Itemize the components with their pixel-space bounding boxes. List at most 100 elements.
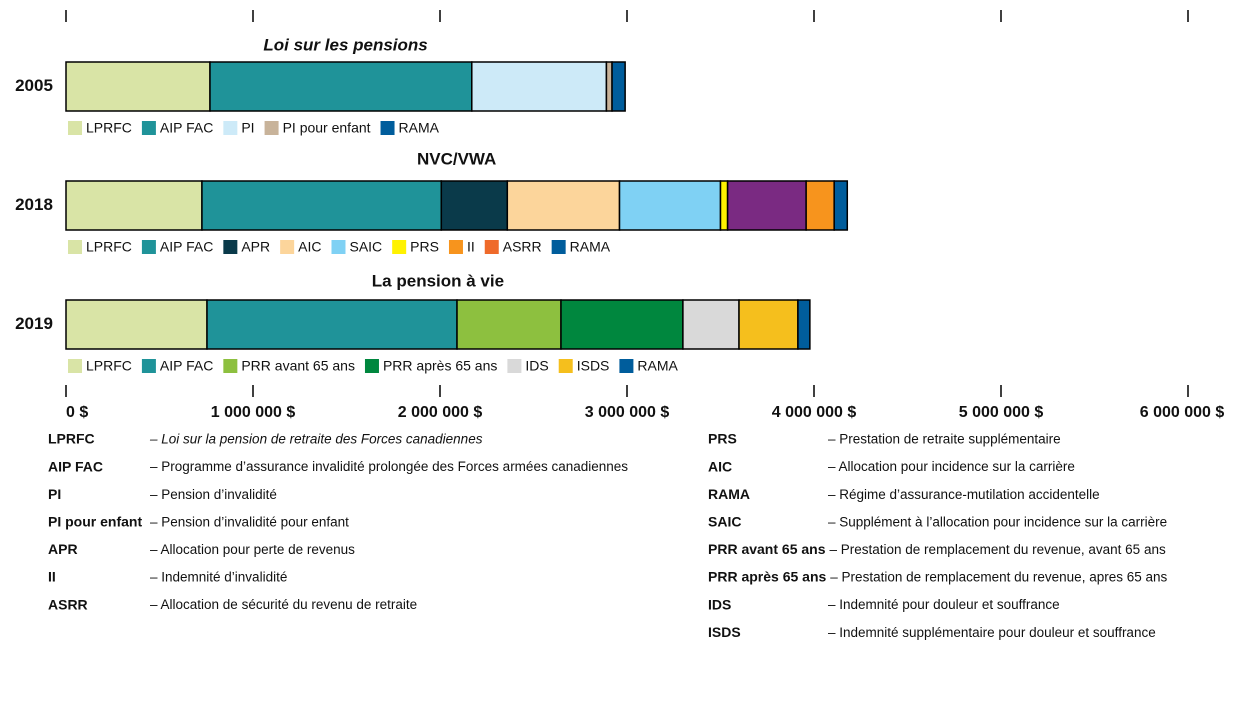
legend-label: PRR après 65 ans — [383, 358, 497, 374]
bar-segment — [471, 61, 608, 112]
glossary-term: APR — [48, 541, 78, 557]
bar-segment — [65, 180, 203, 231]
glossary-term: SAIC — [708, 514, 741, 530]
bar-segment — [611, 61, 626, 112]
bar-segment — [833, 180, 849, 231]
x-tick-label: 3 000 000 $ — [585, 404, 670, 421]
bar-segment — [65, 61, 211, 112]
legend-swatch — [380, 121, 395, 135]
legend-swatch — [68, 359, 82, 373]
bar-segment — [682, 299, 740, 350]
legend-label: ASRR — [503, 239, 542, 255]
legend-swatch — [558, 359, 573, 373]
legend-label: RAMA — [637, 358, 678, 374]
legend-swatch — [280, 240, 295, 254]
legend-label: IDS — [525, 358, 548, 374]
glossary-definition: – Indemnité d’invalidité — [150, 570, 287, 585]
glossary-term: PI pour enfant — [48, 514, 142, 530]
legend-swatch — [507, 359, 522, 373]
legend-swatch — [392, 240, 407, 254]
year-label: 2019 — [15, 314, 53, 333]
glossary-definition: – Supplément à l’allocation pour inciden… — [828, 514, 1167, 529]
glossary-term: ISDS — [708, 624, 741, 640]
glossary-definition: – Indemnité supplémentaire pour douleur … — [828, 625, 1156, 640]
legend-label: PRS — [410, 239, 439, 255]
x-tick-label: 0 $ — [66, 404, 88, 421]
bar-segment — [738, 299, 799, 350]
legend-label: LPRFC — [86, 239, 132, 255]
bar-segment — [719, 180, 729, 231]
legend-label: AIP FAC — [160, 239, 213, 255]
chart-title: NVC/VWA — [417, 149, 496, 168]
glossary-definition: – Allocation pour incidence sur la carri… — [828, 459, 1075, 474]
year-label: 2005 — [15, 76, 53, 95]
bar-segment — [805, 180, 835, 231]
bar-segment — [726, 180, 807, 231]
legend-label: APR — [241, 239, 270, 255]
legend-label: PRR avant 65 ans — [241, 358, 355, 374]
bar-segment — [206, 299, 458, 350]
year-label: 2018 — [15, 195, 53, 214]
legend-swatch — [68, 121, 82, 135]
glossary-definition: – Prestation de remplacement du revenue,… — [830, 542, 1166, 557]
x-tick-label: 5 000 000 $ — [959, 404, 1044, 421]
legend-swatch — [223, 121, 238, 135]
legend-swatch — [264, 121, 279, 135]
legend-swatch — [331, 240, 346, 254]
glossary-term: II — [48, 569, 56, 585]
legend-label: RAMA — [570, 239, 611, 255]
glossary-term: AIP FAC — [48, 458, 103, 474]
glossary-term: AIC — [708, 458, 732, 474]
x-tick-label: 1 000 000 $ — [211, 404, 296, 421]
legend-label: PI — [241, 120, 254, 136]
legend-label: SAIC — [349, 239, 382, 255]
legend-swatch — [364, 359, 379, 373]
bar-segment — [209, 61, 473, 112]
glossary-definition: – Indemnité pour douleur et souffrance — [828, 597, 1060, 612]
bar-segment — [797, 299, 811, 350]
legend-swatch — [141, 121, 156, 135]
glossary-term: RAMA — [708, 486, 750, 502]
legend-swatch — [141, 240, 156, 254]
glossary-definition: – Programme d’assurance invalidité prolo… — [150, 459, 628, 474]
glossary-term: PRS — [708, 431, 737, 447]
legend-swatch — [223, 359, 238, 373]
x-tick-label: 2 000 000 $ — [398, 404, 483, 421]
glossary-definition: – Loi sur la pension de retraite des For… — [149, 432, 483, 447]
legend-swatch — [223, 240, 238, 254]
legend-label: LPRFC — [86, 358, 132, 374]
legend-label: AIP FAC — [160, 358, 213, 374]
legend-label: ISDS — [577, 358, 610, 374]
glossary-term: ASRR — [48, 596, 88, 612]
chart-title: Loi sur les pensions — [263, 35, 427, 54]
glossary-term: LPRFC — [48, 431, 95, 447]
bar-segment — [456, 299, 562, 350]
glossary-term: IDS — [708, 596, 731, 612]
glossary-definition: – Pension d’invalidité — [150, 487, 277, 502]
legend-swatch — [141, 359, 156, 373]
glossary-term: PI — [48, 486, 61, 502]
legend-label: II — [467, 239, 475, 255]
legend-label: LPRFC — [86, 120, 132, 136]
glossary-definition: – Prestation de retraite supplémentaire — [828, 432, 1061, 447]
glossary-definition: – Allocation pour perte de revenus — [150, 542, 355, 557]
glossary-definition: – Pension d’invalidité pour enfant — [150, 514, 349, 529]
glossary-term: PRR après 65 ans — [708, 569, 826, 585]
bar-segment — [65, 299, 208, 350]
glossary-definition: – Régime d’assurance-mutilation accident… — [828, 487, 1100, 502]
legend-swatch — [484, 240, 499, 254]
bar-segment — [605, 61, 613, 112]
glossary-definition: – Allocation de sécurité du revenu de re… — [150, 597, 417, 612]
x-tick-label: 4 000 000 $ — [772, 404, 857, 421]
bar-segment — [506, 180, 621, 231]
chart-title: La pension à vie — [372, 271, 504, 290]
legend-swatch — [448, 240, 463, 254]
legend-swatch — [551, 240, 566, 254]
legend-swatch — [68, 240, 82, 254]
legend-label: RAMA — [399, 120, 440, 136]
glossary-definition: – Prestation de remplacement du revenue,… — [830, 570, 1167, 585]
bar-segment — [201, 180, 443, 231]
bar-segment — [440, 180, 509, 231]
bar-segment — [618, 180, 722, 231]
